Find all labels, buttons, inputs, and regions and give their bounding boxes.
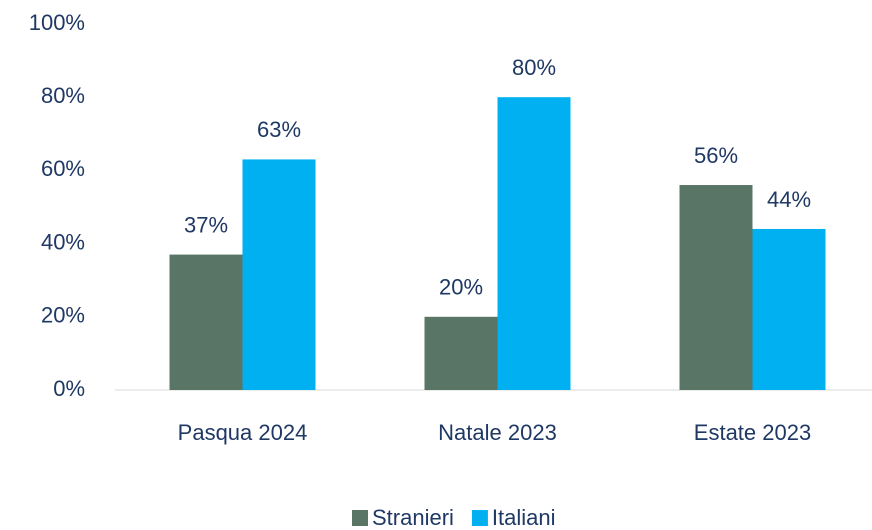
bar (169, 254, 243, 390)
y-tick-label: 60% (41, 156, 85, 181)
x-tick-label: Estate 2023 (694, 420, 811, 445)
data-label: 80% (512, 55, 556, 80)
data-label: 44% (767, 187, 811, 212)
data-label: 37% (184, 212, 228, 237)
data-label: 63% (257, 117, 301, 142)
bar (242, 159, 316, 390)
x-tick-label: Pasqua 2024 (178, 420, 308, 445)
x-tick-label: Natale 2023 (438, 420, 557, 445)
bar (679, 185, 753, 390)
data-label: 56% (694, 143, 738, 168)
y-tick-label: 20% (41, 303, 85, 328)
bar (497, 97, 571, 390)
legend-swatch (471, 510, 488, 526)
legend-label: Italiani (492, 505, 556, 530)
y-tick-label: 40% (41, 229, 85, 254)
y-tick-label: 100% (29, 10, 85, 35)
data-label: 20% (439, 275, 483, 300)
bar (752, 228, 826, 390)
legend-swatch (352, 510, 368, 526)
legend-label: Stranieri (372, 505, 454, 530)
bar (424, 316, 498, 390)
y-tick-label: 0% (53, 376, 85, 401)
y-tick-label: 80% (41, 83, 85, 108)
